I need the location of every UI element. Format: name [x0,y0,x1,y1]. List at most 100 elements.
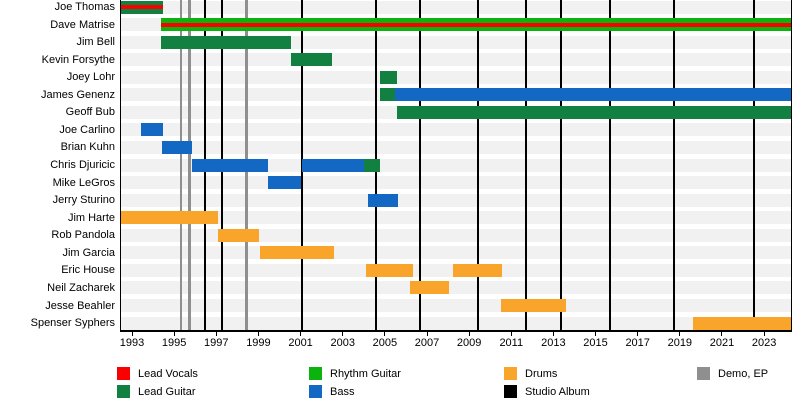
axis-tick [257,332,259,336]
axis-tick [510,332,512,336]
axis-tick [721,332,723,336]
axis-tick [215,332,217,336]
timeline-bar [397,105,791,119]
axis-tick-label: 2013 [541,337,566,349]
timeline-bar [380,70,397,84]
axis-tick-label: 2009 [456,337,482,349]
axis-tick [595,332,597,336]
member-name: Neil Zacharek [47,281,115,294]
timeline-bar [302,158,365,172]
member-name: Jim Bell [76,36,115,49]
member-name: Jim Garcia [62,246,115,259]
timeline-bar [501,299,566,313]
timeline-bar [452,263,503,277]
timeline-bar [217,228,259,242]
legend-swatch [117,367,130,380]
axis-tick-label: 1999 [246,337,271,349]
row-band [121,53,791,67]
axis-tick [131,332,133,336]
timeline-bar [364,158,381,172]
studio-album-line [560,0,563,330]
timeline-bar [409,281,449,295]
row-band [121,193,791,207]
demo-ep-line [188,0,191,330]
member-name: Kevin Forsythe [41,53,115,66]
legend-swatch [697,367,710,380]
legend-swatch [309,367,322,380]
legend-label: Lead Vocals [138,367,198,380]
row-band [121,299,791,313]
axis-tick [426,332,428,336]
axis-tick [637,332,639,336]
demo-ep-line [179,0,183,330]
member-name: Jesse Beahler [45,299,115,312]
studio-album-line [419,0,422,330]
axis-tick [300,332,302,336]
timeline-bar [693,316,791,330]
timeline-bar [121,0,164,14]
timeline-bar [367,193,399,207]
axis-tick-label: 2015 [583,337,608,349]
row-band [121,123,791,137]
axis-tick-label: 2005 [372,337,398,349]
row-band [121,158,791,172]
axis-tick [384,332,386,336]
axis-tick-label: 2023 [751,337,777,349]
timeline-bar [141,123,164,137]
axis-tick [763,332,765,336]
legend-swatch [504,385,517,398]
axis-tick [173,332,175,336]
legend-label: Studio Album [525,385,590,398]
timeline-bar [161,18,791,32]
legend-label: Lead Guitar [138,385,196,398]
legend-label: Demo, EP [718,367,769,380]
axis-tick [342,332,344,336]
studio-album-line [524,0,527,330]
axis-tick [468,332,470,336]
studio-album-line [673,0,676,330]
timeline-bar [161,35,291,49]
studio-album-line [477,0,480,330]
member-name: Joe Thomas [54,1,115,13]
legend-swatch [309,385,322,398]
timeline-bar [121,211,218,225]
studio-album-line [608,0,611,330]
legend-label: Drums [525,367,558,380]
legend-label: Bass [330,385,355,398]
role-stripe [161,22,791,27]
axis-tick-label: 1995 [161,337,187,349]
member-name: Geoff Bub [65,106,115,119]
axis-tick-label: 2007 [414,337,440,349]
legend-swatch [504,367,517,380]
member-name: Joey Lohr [66,71,115,84]
axis-tick-label: 2021 [709,337,735,349]
timeline-bar [380,88,395,102]
member-name: Eric House [61,264,115,277]
member-name: Mike LeGros [52,176,115,189]
member-name: James Genenz [41,88,115,101]
row-band [121,316,791,330]
member-name: Chris Djuricic [50,159,115,172]
row-band [121,0,791,14]
timeline-bar [260,246,334,260]
axis-tick-label: 2001 [288,337,313,349]
member-name: Jim Harte [67,211,115,224]
member-names-column: Joe Thomas Dave Matrise Jim Bell Kevin Fors… [0,0,117,332]
timeline-bar [268,176,302,190]
row-band [121,281,791,295]
timeline-bar [366,263,413,277]
member-name: Brian Kuhn [60,141,115,154]
timeline-bar [162,140,192,154]
member-name: Spenser Syphers [30,317,115,330]
member-name: Jerry Sturino [52,194,115,207]
axis-tick-label: 2011 [499,337,524,349]
member-name: Dave Matrise [50,18,115,31]
row-band [121,211,791,225]
legend-label: Rhythm Guitar [330,367,401,380]
axis-tick-label: 1997 [204,337,229,349]
plot-area [120,0,792,332]
axis-tick [552,332,554,336]
studio-album-line [753,0,756,330]
legend-swatch [117,385,130,398]
row-band [121,140,791,154]
